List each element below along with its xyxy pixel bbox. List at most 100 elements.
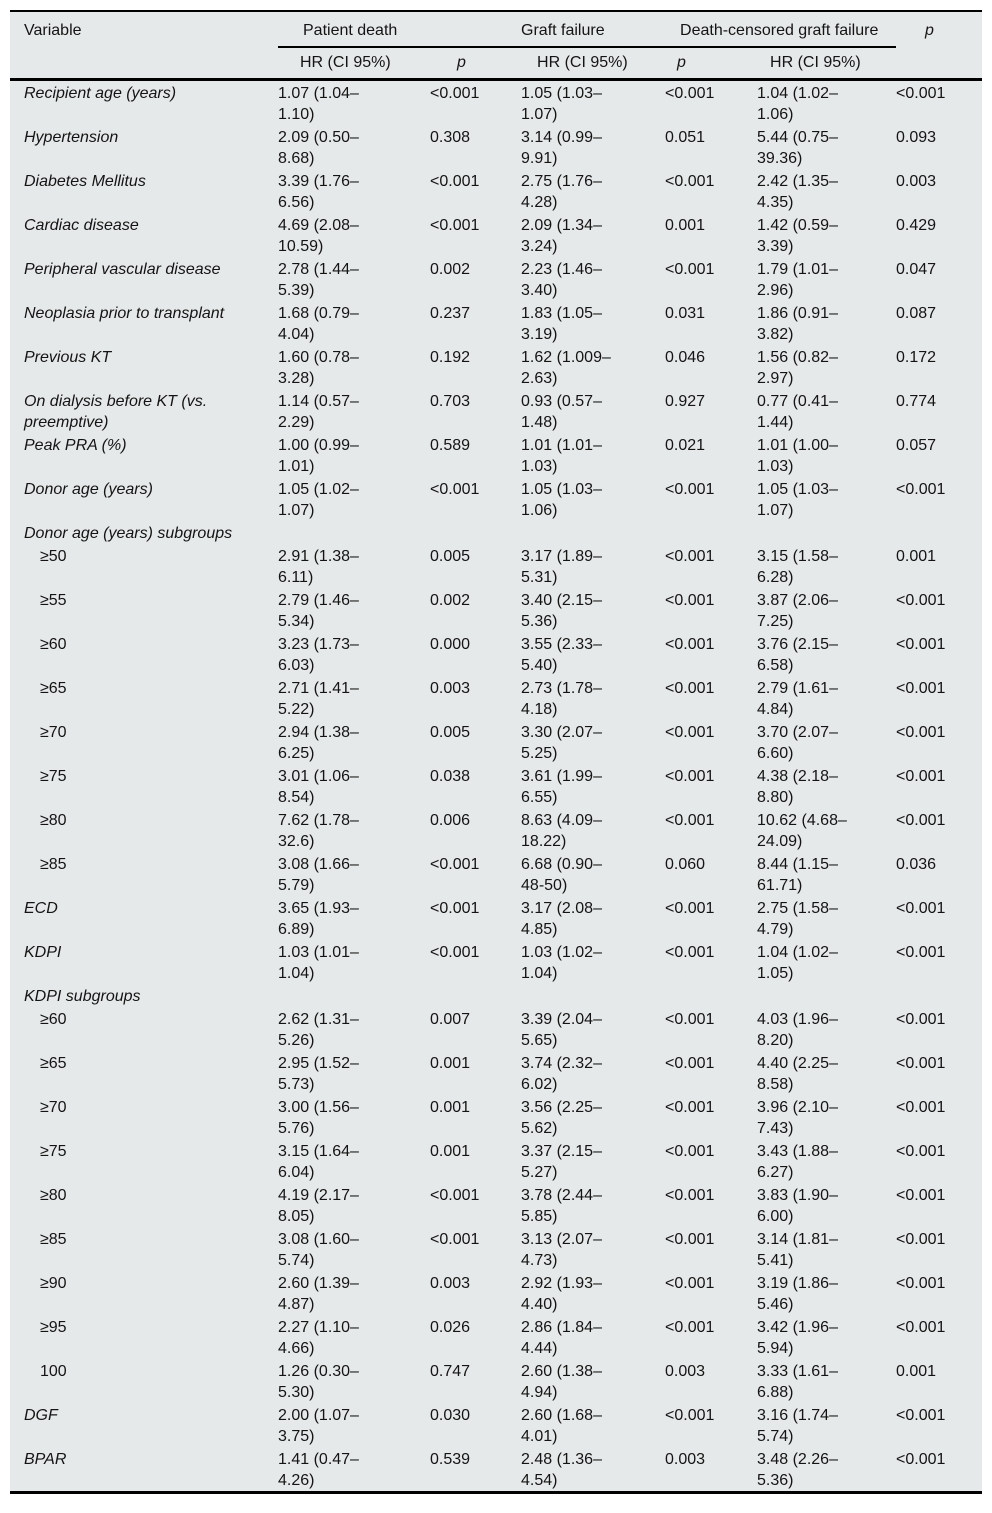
column-group-death-censored-graft-failure: Death-censored graft failure (680, 11, 897, 48)
cell-graft-failure-p (665, 521, 757, 544)
row-variable: ≥95 (40, 1318, 67, 1336)
cell-graft-failure-p: <0.001 (665, 480, 715, 498)
cell-patient-death-p: <0.001 (430, 1186, 480, 1204)
row-variable: ≥65 (40, 1054, 67, 1072)
cell-graft-failure-hr: 3.37 (2.15– 5.27) (521, 1142, 602, 1181)
table-row: Donor age (years) subgroups (10, 521, 982, 544)
cell-death-censored-graft-failure-p: <0.001 (896, 1142, 946, 1160)
cell-patient-death-hr: 2.91 (1.38– 6.11) (278, 547, 359, 586)
cell-patient-death-p: 0.030 (430, 1406, 471, 1424)
cell-patient-death-p: <0.001 (430, 1230, 480, 1248)
column-group-patient-death: Patient death (278, 11, 522, 48)
cell-graft-failure-hr: 3.13 (2.07– 4.73) (521, 1230, 602, 1269)
cell-graft-failure-hr: 2.60 (1.68– 4.01) (521, 1406, 602, 1445)
cell-graft-failure-p: 0.021 (665, 436, 706, 454)
cell-graft-failure-p: 0.046 (665, 348, 706, 366)
cell-patient-death-hr: 3.65 (1.93– 6.89) (278, 899, 359, 938)
cell-death-censored-graft-failure-p: <0.001 (896, 723, 946, 741)
row-variable: BPAR (24, 1450, 67, 1468)
cell-graft-failure-hr: 1.05 (1.03– 1.07) (521, 84, 602, 123)
cell-patient-death-p: 0.002 (430, 260, 471, 278)
cell-death-censored-graft-failure-p: <0.001 (896, 1318, 946, 1336)
cell-patient-death-hr (278, 984, 430, 1007)
cell-death-censored-graft-failure-p (896, 984, 982, 1007)
cell-patient-death-hr: 1.14 (0.57– 2.29) (278, 392, 359, 431)
cell-patient-death-p: 0.026 (430, 1318, 471, 1336)
cell-patient-death-p: <0.001 (430, 84, 480, 102)
cell-patient-death-hr: 2.09 (0.50– 8.68) (278, 128, 359, 167)
subheader-hr-graft-failure: HR (CI 95%) (521, 47, 666, 81)
cell-graft-failure-hr: 0.93 (0.57– 1.48) (521, 392, 602, 431)
cell-graft-failure-hr: 3.17 (2.08– 4.85) (521, 899, 602, 938)
table-row: ≥55 2.79 (1.46– 5.34) 0.002 3.40 (2.15– … (10, 588, 982, 632)
table-row: ≥85 3.08 (1.60– 5.74) <0.001 3.13 (2.07–… (10, 1227, 982, 1271)
row-variable: Cardiac disease (24, 216, 139, 234)
row-variable: ≥65 (40, 679, 67, 697)
cell-patient-death-p: 0.747 (430, 1362, 471, 1380)
cell-graft-failure-hr: 3.40 (2.15– 5.36) (521, 591, 602, 630)
group-label-graft-failure: Graft failure (521, 22, 605, 39)
cell-death-censored-graft-failure-hr: 3.42 (1.96– 5.94) (757, 1318, 838, 1357)
cell-patient-death-hr: 1.41 (0.47– 4.26) (278, 1450, 359, 1489)
cell-patient-death-p: 0.001 (430, 1098, 471, 1116)
cell-patient-death-p: 0.005 (430, 547, 471, 565)
cell-patient-death-p: 0.539 (430, 1450, 471, 1468)
row-variable: ≥90 (40, 1274, 67, 1292)
cell-death-censored-graft-failure-hr: 1.56 (0.82– 2.97) (757, 348, 838, 387)
p-header-label: p (925, 22, 934, 39)
row-variable: On dialysis before KT (vs. preemptive) (24, 392, 208, 431)
cell-graft-failure-p: <0.001 (665, 84, 715, 102)
cell-death-censored-graft-failure-hr (757, 984, 896, 1007)
cell-patient-death-hr: 1.00 (0.99– 1.01) (278, 436, 359, 475)
cell-death-censored-graft-failure-p: <0.001 (896, 767, 946, 785)
cell-patient-death-hr: 3.01 (1.06– 8.54) (278, 767, 359, 806)
group-label-death-censored-graft-failure: Death-censored graft failure (680, 22, 879, 39)
cell-patient-death-hr: 2.71 (1.41– 5.22) (278, 679, 359, 718)
cell-death-censored-graft-failure-hr (757, 521, 896, 544)
cell-patient-death-hr: 3.23 (1.73– 6.03) (278, 635, 359, 674)
cell-graft-failure-hr: 2.73 (1.78– 4.18) (521, 679, 602, 718)
cell-graft-failure-p: <0.001 (665, 1010, 715, 1028)
table-row: Neoplasia prior to transplant 1.68 (0.79… (10, 301, 982, 345)
table-row: Peripheral vascular disease 2.78 (1.44– … (10, 257, 982, 301)
cell-death-censored-graft-failure-p: <0.001 (896, 84, 946, 102)
cell-death-censored-graft-failure-p: 0.093 (896, 128, 937, 146)
cell-death-censored-graft-failure-hr: 3.76 (2.15– 6.58) (757, 635, 838, 674)
cell-graft-failure-p (665, 984, 757, 1007)
table-row: ≥80 7.62 (1.78– 32.6) 0.006 8.63 (4.09– … (10, 808, 982, 852)
cell-death-censored-graft-failure-p: 0.774 (896, 392, 937, 410)
cell-death-censored-graft-failure-hr: 3.16 (1.74– 5.74) (757, 1406, 838, 1445)
table-row: Previous KT 1.60 (0.78– 3.28) 0.192 1.62… (10, 345, 982, 389)
cell-graft-failure-hr: 2.86 (1.84– 4.44) (521, 1318, 602, 1357)
cell-death-censored-graft-failure-hr: 1.04 (1.02– 1.05) (757, 943, 838, 982)
cell-graft-failure-p: <0.001 (665, 1274, 715, 1292)
cell-graft-failure-hr: 2.09 (1.34– 3.24) (521, 216, 602, 255)
cell-death-censored-graft-failure-hr: 3.83 (1.90– 6.00) (757, 1186, 838, 1225)
table-row: Donor age (years) 1.05 (1.02– 1.07) <0.0… (10, 477, 982, 521)
cell-death-censored-graft-failure-p: 0.057 (896, 436, 937, 454)
cell-graft-failure-p: <0.001 (665, 1406, 715, 1424)
table-subheader-row: HR (CI 95%) p HR (CI 95%) p HR (CI 95%) (10, 47, 982, 81)
cell-graft-failure-p: <0.001 (665, 260, 715, 278)
cell-death-censored-graft-failure-hr: 8.44 (1.15– 61.71) (757, 855, 838, 894)
cell-graft-failure-hr: 2.48 (1.36– 4.54) (521, 1450, 602, 1489)
cell-graft-failure-p: 0.001 (665, 216, 706, 234)
cell-death-censored-graft-failure-hr: 1.86 (0.91– 3.82) (757, 304, 838, 343)
cell-graft-failure-hr: 3.74 (2.32– 6.02) (521, 1054, 602, 1093)
table-header: Variable Patient death Graft failure Dea… (10, 11, 983, 81)
cell-patient-death-hr: 1.03 (1.01– 1.04) (278, 943, 359, 982)
table-row: ≥65 2.71 (1.41– 5.22) 0.003 2.73 (1.78– … (10, 676, 982, 720)
cell-death-censored-graft-failure-hr: 10.62 (4.68– 24.09) (757, 811, 847, 850)
cell-graft-failure-hr: 3.39 (2.04– 5.65) (521, 1010, 602, 1049)
row-variable: KDPI (24, 943, 62, 961)
cell-graft-failure-p: <0.001 (665, 1186, 715, 1204)
table-group-header-row: Variable Patient death Graft failure Dea… (10, 11, 983, 81)
cell-death-censored-graft-failure-hr: 4.40 (2.25– 8.58) (757, 1054, 838, 1093)
cell-death-censored-graft-failure-p: 0.047 (896, 260, 937, 278)
row-variable: Donor age (years) subgroups (24, 524, 233, 542)
cell-death-censored-graft-failure-hr: 3.87 (2.06– 7.25) (757, 591, 838, 630)
cell-graft-failure-p: <0.001 (665, 635, 715, 653)
table-row: Peak PRA (%) 1.00 (0.99– 1.01) 0.589 1.0… (10, 433, 982, 477)
cell-death-censored-graft-failure-hr: 2.42 (1.35– 4.35) (757, 172, 838, 211)
